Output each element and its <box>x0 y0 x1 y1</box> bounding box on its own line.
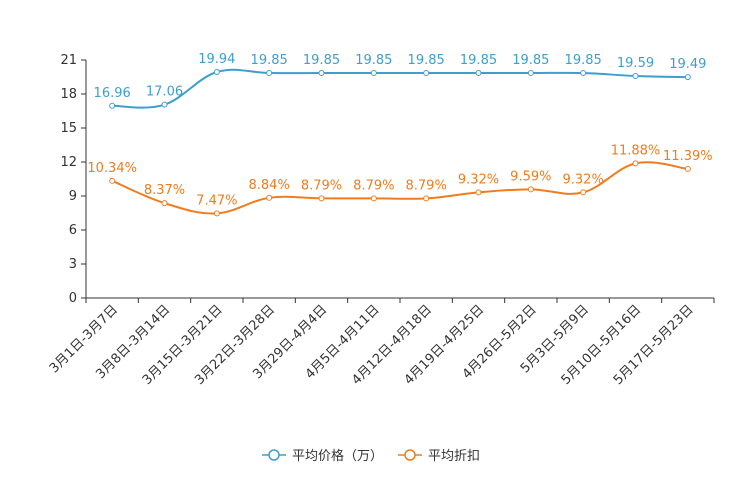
legend-marker-icon <box>268 449 280 461</box>
data-point <box>527 186 534 193</box>
data-point <box>684 165 691 172</box>
data-label: 9.32% <box>563 172 604 187</box>
data-label: 7.47% <box>196 193 237 208</box>
series-line-1 <box>111 161 688 215</box>
series-line-0 <box>112 68 688 109</box>
data-label: 11.88% <box>611 143 661 158</box>
data-label: 19.85 <box>565 53 602 68</box>
data-point <box>161 200 168 207</box>
data-label: 19.85 <box>512 53 549 68</box>
data-point <box>318 70 325 77</box>
data-point <box>213 210 220 217</box>
data-label: 19.49 <box>669 57 706 72</box>
data-point <box>632 72 639 79</box>
data-label: 19.85 <box>460 53 497 68</box>
y-tick-label: 21 <box>60 53 77 68</box>
data-point <box>213 69 220 76</box>
data-point <box>580 70 587 77</box>
data-point <box>684 74 691 81</box>
y-tick-label: 18 <box>60 87 77 102</box>
data-point <box>370 195 377 202</box>
data-label: 8.79% <box>406 178 447 193</box>
y-tick-label: 9 <box>69 189 77 204</box>
y-tick-label: 12 <box>60 155 77 170</box>
data-point <box>266 70 273 77</box>
data-point <box>423 70 430 77</box>
data-label: 9.59% <box>510 169 551 184</box>
y-tick-label: 15 <box>60 121 77 136</box>
y-tick-label: 6 <box>69 223 77 238</box>
data-label: 19.85 <box>303 53 340 68</box>
legend-marker-icon <box>404 449 416 461</box>
data-point <box>632 160 639 167</box>
data-label: 8.37% <box>144 183 185 198</box>
data-label: 17.06 <box>146 85 183 100</box>
data-label: 19.85 <box>408 53 445 68</box>
data-point <box>109 102 116 109</box>
data-point <box>527 70 534 77</box>
data-point <box>580 189 587 196</box>
data-label: 19.85 <box>251 53 288 68</box>
data-label: 11.39% <box>663 149 713 164</box>
data-label: 9.32% <box>458 172 499 187</box>
data-label: 19.85 <box>355 53 392 68</box>
data-point <box>475 70 482 77</box>
data-point <box>109 177 116 184</box>
data-point <box>423 195 430 202</box>
data-label: 8.84% <box>249 178 290 193</box>
y-tick-label: 0 <box>69 291 77 306</box>
data-label: 19.59 <box>617 56 654 71</box>
data-label: 19.94 <box>198 52 235 67</box>
data-label: 8.79% <box>353 178 394 193</box>
legend-label: 平均价格（万） <box>292 448 383 464</box>
data-point <box>318 195 325 202</box>
data-point <box>161 101 168 108</box>
data-label: 10.34% <box>87 161 137 176</box>
data-point <box>475 189 482 196</box>
data-label: 16.96 <box>94 86 131 101</box>
y-tick-label: 3 <box>69 257 77 272</box>
data-point <box>266 194 273 201</box>
legend-label: 平均折扣 <box>428 449 480 464</box>
data-point <box>370 70 377 77</box>
data-label: 8.79% <box>301 178 342 193</box>
